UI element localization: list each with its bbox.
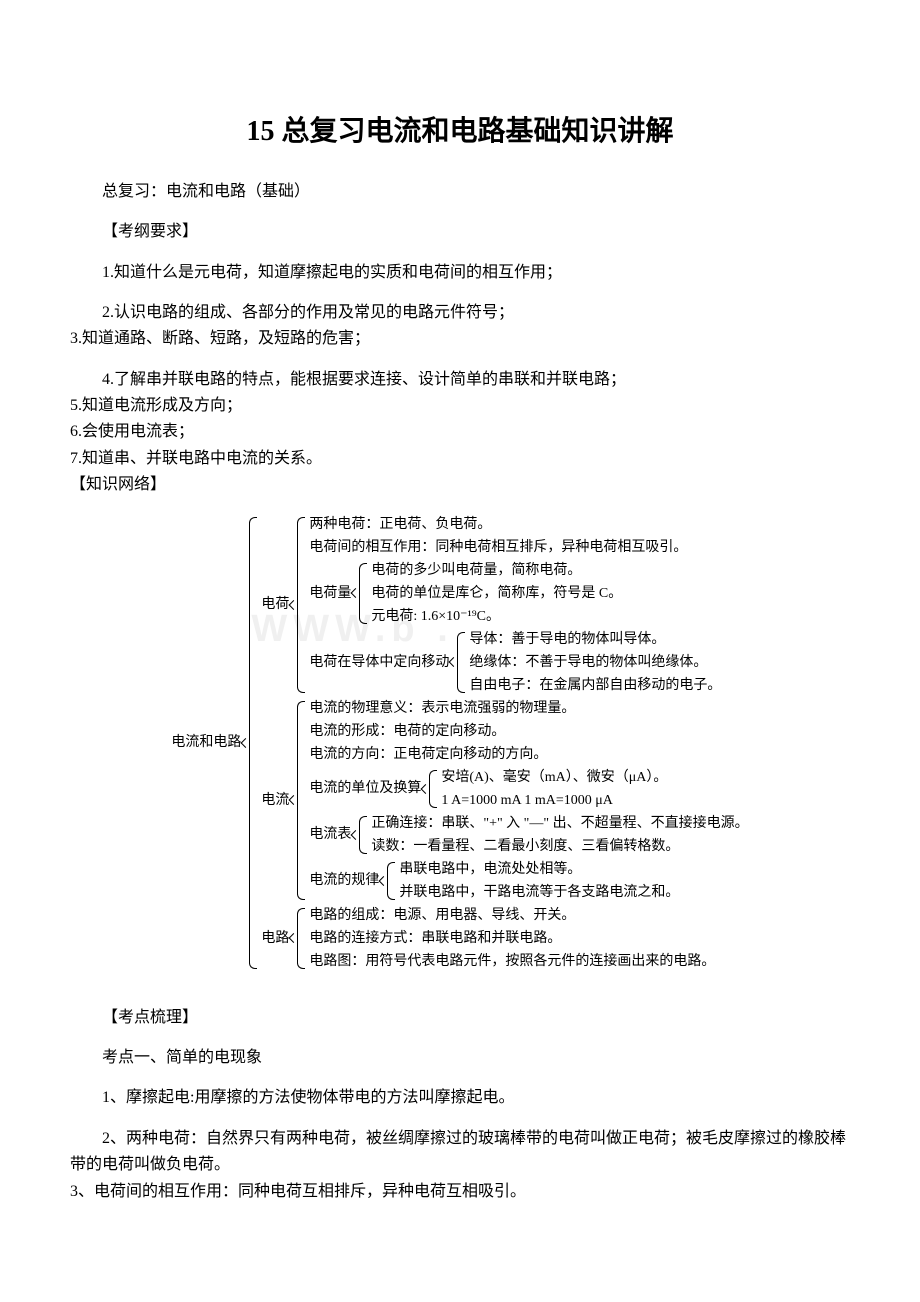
tree-leaf: 电路的连接方式：串联电路和并联电路。 <box>309 927 715 950</box>
tree-leaf: 电流的形成：电荷的定向移动。 <box>309 720 748 743</box>
tree-leaf: 读数：一看量程、二看最小刻度、三看偏转格数。 <box>371 835 748 858</box>
tree-leaf: 电荷的多少叫电荷量，简称电荷。 <box>371 559 622 582</box>
syllabus-item: 2.认识电路的组成、各部分的作用及常见的电路元件符号； <box>70 300 850 326</box>
tree-leaf: 安培(A)、毫安（mA）、微安（μA）。 <box>441 766 667 789</box>
tree-leaf: 电流的物理意义：表示电流强弱的物理量。 <box>309 697 748 720</box>
syllabus-item: 4.了解串并联电路的特点，能根据要求连接、设计简单的串联和并联电路； <box>70 367 850 393</box>
tree-node: 电流的规律 <box>309 870 381 891</box>
tree-node: 电路 <box>261 928 291 949</box>
tree-leaf: 正确连接：串联、"+" 入 "—" 出、不超量程、不直接接电源。 <box>371 812 748 835</box>
tree-node: 电荷量 <box>309 583 353 604</box>
tree-leaf: 串联电路中，电流处处相等。 <box>399 858 679 881</box>
tree-leaf: 并联电路中，干路电流等于各支路电流之和。 <box>399 881 679 904</box>
subtitle: 总复习：电流和电路（基础） <box>70 179 850 205</box>
document-page: 15 总复习电流和电路基础知识讲解 总复习：电流和电路（基础） 【考纲要求】 1… <box>0 0 920 1259</box>
tree-leaf: 电荷间的相互作用：同种电荷相互排斥，异种电荷相互吸引。 <box>309 536 721 559</box>
syllabus-item: 7.知道串、并联电路中电流的关系。 <box>70 446 850 472</box>
tree-leaf: 自由电子：在金属内部自由移动的电子。 <box>469 674 721 697</box>
tree-leaf: 导体：善于导电的物体叫导体。 <box>469 628 721 651</box>
tree-leaf: 电路的组成：电源、用电器、导线、开关。 <box>309 904 715 927</box>
keypoint-item: 3、电荷间的相互作用：同种电荷互相排斥，异种电荷互相吸引。 <box>70 1179 850 1205</box>
tree-node: 电流 <box>261 790 291 811</box>
tree-leaf: 电荷的单位是库仑，简称库，符号是 C。 <box>371 582 622 605</box>
keypoint-item: 2、两种电荷：自然界只有两种电荷，被丝绸摩擦过的玻璃棒带的电荷叫做正电荷；被毛皮… <box>70 1126 850 1179</box>
knowledge-tree: WWW.b . 电流和电路 电荷 两种电荷：正电荷、负电荷。 电荷间的相互作用：… <box>171 513 748 973</box>
tree-root: 电流和电路 <box>171 732 243 753</box>
syllabus-item: 1.知道什么是元电荷，知道摩擦起电的实质和电荷间的相互作用； <box>70 260 850 286</box>
tree-leaf: 1 A=1000 mA 1 mA=1000 μA <box>441 789 667 812</box>
tree-leaf: 电路图：用符号代表电路元件，按照各元件的连接画出来的电路。 <box>309 950 715 973</box>
tree-leaf: 元电荷: 1.6×10⁻¹⁹C。 <box>371 605 622 628</box>
tree-node: 电荷在导体中定向移动 <box>309 652 451 673</box>
tree-node: 电流的单位及换算 <box>309 778 423 799</box>
syllabus-heading: 【考纲要求】 <box>70 219 850 245</box>
tree-leaf: 绝缘体：不善于导电的物体叫绝缘体。 <box>469 651 721 674</box>
syllabus-item: 6.会使用电流表； <box>70 419 850 445</box>
tree-node: 电荷 <box>261 594 291 615</box>
page-title: 15 总复习电流和电路基础知识讲解 <box>70 109 850 149</box>
points-heading: 【考点梳理】 <box>70 1005 850 1031</box>
keypoint-item: 1、摩擦起电:用摩擦的方法使物体带电的方法叫摩擦起电。 <box>70 1085 850 1111</box>
syllabus-item: 3.知道通路、断路、短路，及短路的危害； <box>70 326 850 352</box>
tree-node: 电流表 <box>309 824 353 845</box>
network-heading: 【知识网络】 <box>70 472 850 498</box>
keypoint-heading: 考点一、简单的电现象 <box>70 1045 850 1071</box>
syllabus-item: 5.知道电流形成及方向； <box>70 393 850 419</box>
tree-leaf: 电流的方向：正电荷定向移动的方向。 <box>309 743 748 766</box>
tree-leaf: 两种电荷：正电荷、负电荷。 <box>309 513 721 536</box>
